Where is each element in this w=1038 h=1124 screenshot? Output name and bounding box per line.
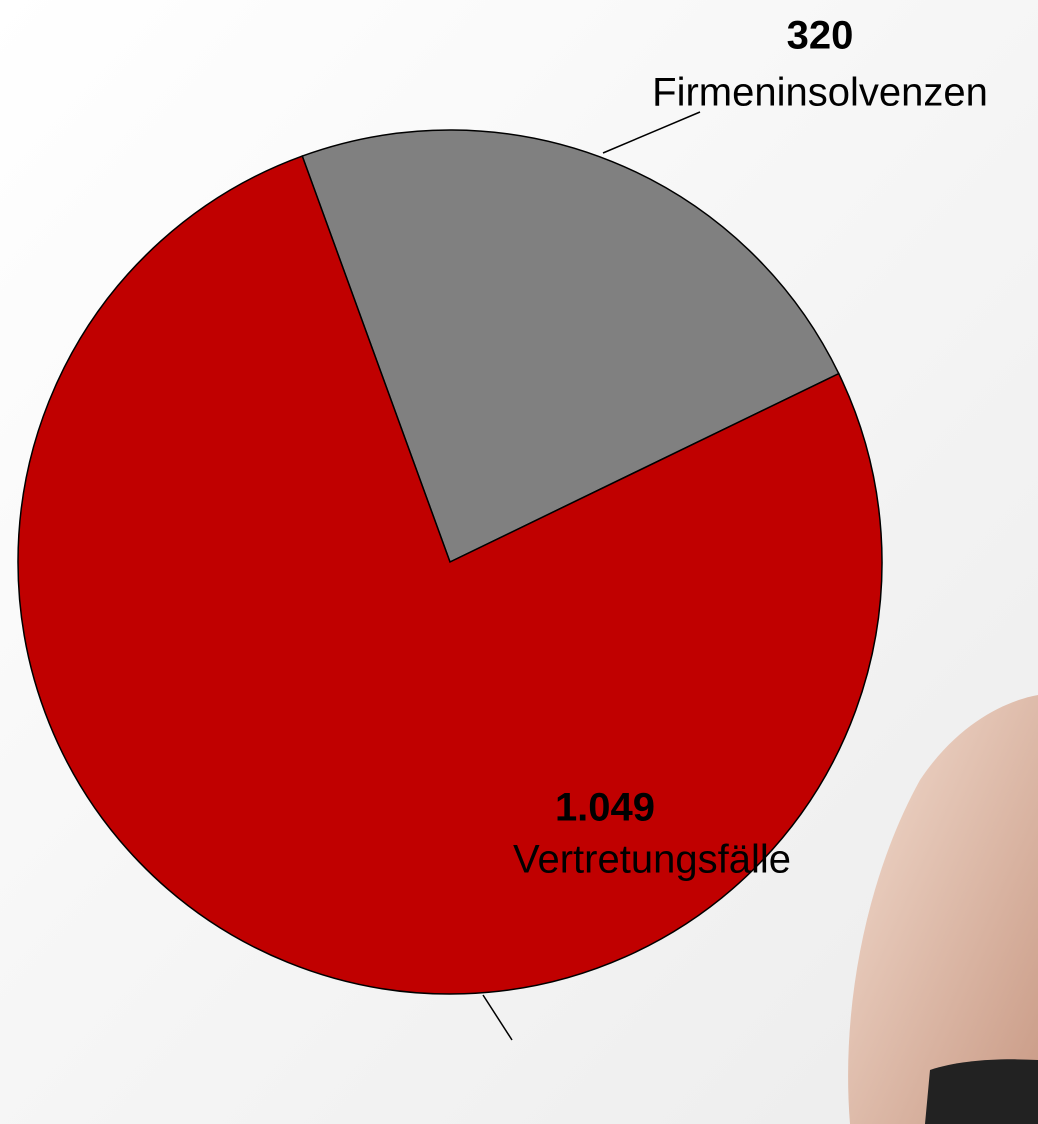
leader-line (602, 111, 701, 154)
category-label: Vertretungsfälle (513, 838, 791, 882)
value-label: 320 (787, 14, 854, 58)
pie-slice (301, 129, 840, 564)
leader-line (482, 994, 513, 1041)
value-label: 1.049 (555, 786, 655, 830)
pie-slice (17, 155, 883, 995)
pen (925, 1059, 1038, 1124)
hand (848, 695, 1038, 1124)
category-label: Firmeninsolvenzen (652, 71, 988, 115)
